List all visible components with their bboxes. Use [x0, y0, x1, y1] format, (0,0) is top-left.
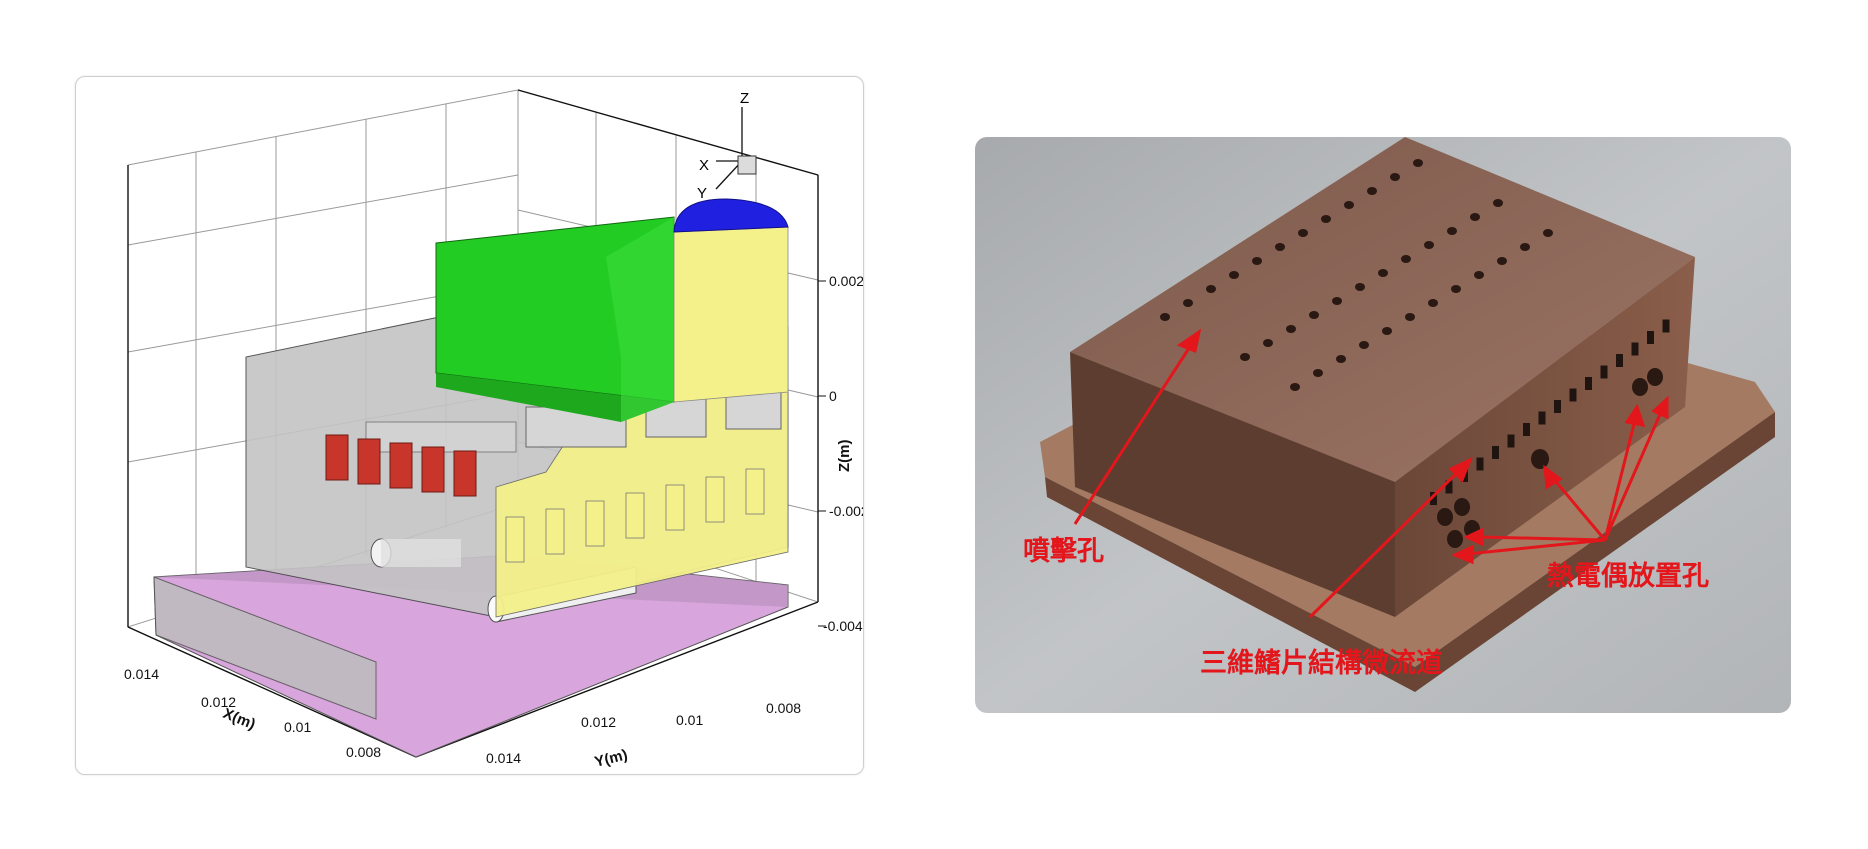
jet-hole — [1497, 257, 1507, 265]
jet-hole — [1275, 243, 1285, 251]
x-tick: 0.014 — [124, 666, 159, 682]
z-axis-label: Z(m) — [836, 440, 853, 473]
fin-slot — [1631, 342, 1639, 356]
jet-hole — [1336, 355, 1346, 363]
triad-y-label: Y — [697, 185, 707, 202]
y-tick: 0.01 — [676, 712, 703, 728]
jet-hole — [1183, 299, 1193, 307]
jet-hole — [1401, 255, 1411, 263]
jet-hole — [1470, 213, 1480, 221]
fin-slot — [1647, 331, 1654, 344]
fin-slot — [1523, 423, 1530, 436]
z-axis: 0.002 0 -0.002 -0.004 Z(m) — [818, 273, 863, 634]
jet-hole — [1451, 285, 1461, 293]
z-tick: -0.002 — [829, 503, 863, 519]
jet-hole — [1367, 187, 1377, 195]
jet-hole — [1390, 173, 1400, 181]
jet-hole — [1474, 271, 1484, 279]
red-fins — [325, 434, 477, 497]
y-tick: 0.008 — [766, 700, 801, 716]
jet-hole — [1252, 257, 1262, 265]
jet-hole — [1355, 283, 1365, 291]
fin-slot — [1492, 446, 1499, 459]
z-tick: 0.002 — [829, 273, 863, 289]
y-tick: 0.012 — [581, 714, 616, 730]
y-tick: 0.014 — [486, 750, 521, 766]
fin-slot — [1538, 411, 1546, 425]
fin-slot — [1445, 480, 1453, 494]
jet-hole — [1382, 327, 1392, 335]
jet-hole — [1493, 199, 1503, 207]
fin-slot — [1585, 377, 1592, 390]
triad-z-label: Z — [740, 90, 749, 107]
fin-slot — [1569, 388, 1577, 402]
x-axis-label: X(m) — [221, 705, 258, 733]
jet-hole — [1313, 369, 1323, 377]
jet-hole — [1424, 241, 1434, 249]
jet-hole — [1413, 159, 1423, 167]
cfd-plot-panel: Z X Y 0.002 0 -0.002 -0.004 Z(m) 0.014 0… — [75, 76, 864, 775]
y-axis-label: Y(m) — [593, 746, 629, 771]
thermocouple-holes-label: 熱電偶放置孔 — [1547, 560, 1709, 592]
z-tick: -0.004 — [823, 618, 863, 634]
jet-hole — [1290, 383, 1300, 391]
jet-hole — [1359, 341, 1369, 349]
fin-slot — [1662, 319, 1670, 333]
jet-hole — [1405, 313, 1415, 321]
jet-hole — [1321, 215, 1331, 223]
jet-hole — [1543, 229, 1553, 237]
jet-hole — [1309, 311, 1319, 319]
device-photo-panel: 噴擊孔 熱電偶放置孔 三維鰭片結構微流道 — [975, 137, 1791, 713]
jet-hole — [1160, 313, 1170, 321]
jet-hole — [1332, 297, 1342, 305]
jet-hole — [1263, 339, 1273, 347]
device-photo: 噴擊孔 熱電偶放置孔 三維鰭片結構微流道 — [975, 137, 1791, 713]
fin-slot — [1476, 457, 1484, 471]
axis-frame — [127, 89, 819, 758]
jet-hole — [1520, 243, 1530, 251]
fin-slot — [1430, 492, 1437, 505]
jet-hole — [1206, 285, 1216, 293]
fin-slot — [1616, 354, 1623, 367]
annotation-arrows — [1073, 328, 1669, 619]
x-tick: 0.008 — [346, 744, 381, 760]
fin-slot — [1600, 365, 1608, 379]
jet-hole — [1447, 227, 1457, 235]
fin-slot — [1507, 434, 1515, 448]
axis-triad: Z X Y — [697, 90, 757, 202]
jet-holes — [1160, 159, 1553, 391]
jet-hole — [1428, 299, 1438, 307]
inlet-box — [435, 216, 675, 422]
jet-hole — [1344, 201, 1354, 209]
jet-hole — [1229, 271, 1239, 279]
x-tick: 0.012 — [201, 694, 236, 710]
triad-x-label: X — [699, 157, 709, 174]
jet-hole — [1298, 229, 1308, 237]
jet-hole — [1286, 325, 1296, 333]
yellow-column — [673, 226, 789, 403]
fin-channel-label: 三維鰭片結構微流道 — [1200, 647, 1443, 679]
x-tick: 0.01 — [284, 719, 311, 735]
inlet-cap — [673, 198, 789, 233]
cfd-3d-plot: Z X Y 0.002 0 -0.002 -0.004 Z(m) 0.014 0… — [124, 89, 863, 771]
fin-slot — [1554, 400, 1561, 413]
jet-hole — [1240, 353, 1250, 361]
y-axis: 0.014 0.012 0.01 0.008 Y(m) — [486, 700, 801, 771]
jet-hole — [1378, 269, 1388, 277]
z-tick: 0 — [829, 388, 837, 404]
impinging-hole-label: 噴擊孔 — [1023, 536, 1104, 567]
